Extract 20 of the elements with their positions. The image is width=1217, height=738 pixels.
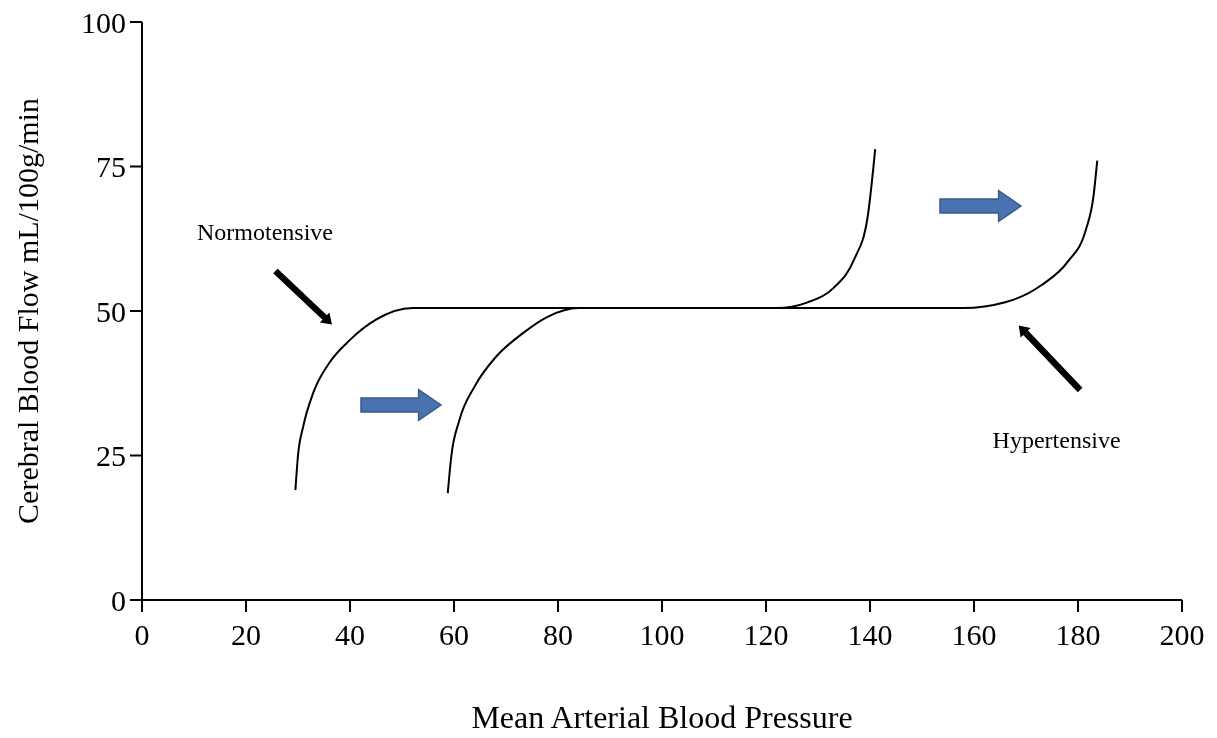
y-tick-label: 50 <box>96 294 126 328</box>
y-axis-title: Cerebral Blood Flow mL/100g/min <box>11 98 44 524</box>
x-tick-label: 40 <box>335 618 365 651</box>
y-tick-label: 25 <box>96 439 126 472</box>
x-tick-label: 180 <box>1055 618 1101 651</box>
x-tick-label: 100 <box>639 618 685 651</box>
annotation: Hypertensive <box>992 427 1121 454</box>
x-tick-label: 0 <box>134 618 150 651</box>
x-tick-label: 80 <box>543 618 573 651</box>
x-tick-label: 200 <box>1159 618 1205 651</box>
x-tick-label: 20 <box>231 618 261 651</box>
y-tick-label: 0 <box>111 583 126 617</box>
x-tick-label: 60 <box>439 618 469 651</box>
y-tick-label: 75 <box>96 150 126 183</box>
x-axis-title: Mean Arterial Blood Pressure <box>471 699 853 735</box>
y-tick-label: 100 <box>81 5 126 39</box>
annotation: Normotensive <box>197 218 333 245</box>
x-tick-label: 120 <box>743 618 789 651</box>
x-tick-label: 160 <box>951 618 997 651</box>
x-tick-label: 140 <box>847 618 893 651</box>
